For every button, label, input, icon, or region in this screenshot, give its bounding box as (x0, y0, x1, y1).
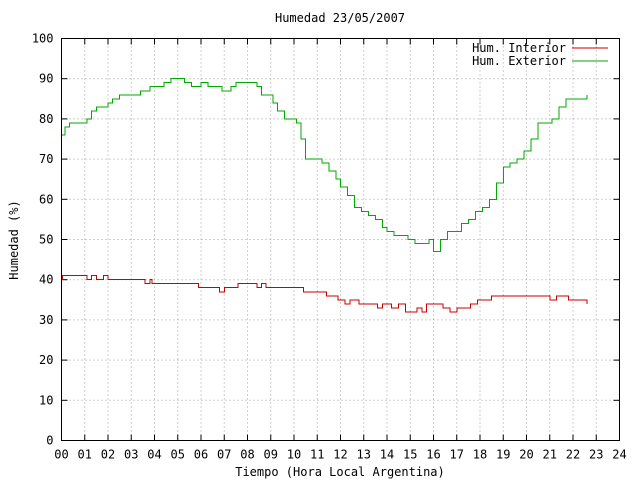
x-tick-label: 23 (589, 448, 603, 462)
x-tick-label: 11 (310, 448, 324, 462)
x-tick-label: 17 (450, 448, 464, 462)
x-tick-label: 03 (124, 448, 138, 462)
series-line-hum-exterior (61, 78, 588, 253)
x-tick-label: 22 (566, 448, 580, 462)
y-tick-label: 10 (39, 393, 53, 407)
plot-frame (61, 38, 620, 441)
x-tick-label: 13 (357, 448, 371, 462)
x-tick-label: 16 (426, 448, 440, 462)
y-tick-labels: 0 10 20 30 40 50 60 70 80 90 100 (32, 32, 54, 448)
x-tick-labels: 00 01 02 03 04 05 06 07 08 09 10 11 12 13 14 15 16 17 18 19… (54, 448, 626, 462)
x-tick-label: 12 (333, 448, 347, 462)
y-tick-label: 60 (39, 192, 53, 206)
x-tick-label: 10 (287, 448, 301, 462)
y-tick-label: 90 (39, 72, 53, 86)
x-tick-label: 05 (171, 448, 185, 462)
x-tick-label: 24 (612, 448, 626, 462)
y-tick-label: 80 (39, 112, 53, 126)
x-tick-label: 08 (240, 448, 254, 462)
x-tick-label: 14 (380, 448, 394, 462)
series-lines (61, 78, 588, 313)
series-line-hum-interior (61, 275, 588, 313)
x-tick-label: 01 (78, 448, 92, 462)
x-axis-title: Tiempo (Hora Local Argentina) (235, 465, 445, 479)
y-tick-label: 40 (39, 273, 53, 287)
x-tick-label: 09 (264, 448, 278, 462)
y-tick-label: 50 (39, 233, 53, 247)
x-tick-label: 15 (403, 448, 417, 462)
x-tick-label: 19 (496, 448, 510, 462)
y-tick-label: 100 (32, 32, 54, 46)
x-tick-label: 00 (54, 448, 68, 462)
x-tick-label: 06 (194, 448, 208, 462)
legend-label-hum-exterior: Hum. Exterior (472, 54, 566, 68)
chart-title: Humedad 23/05/2007 (275, 11, 405, 25)
y-tick-label: 30 (39, 313, 53, 327)
y-axis-title: Humedad (%) (7, 200, 21, 279)
x-tick-label: 07 (217, 448, 231, 462)
x-tick-label: 21 (543, 448, 557, 462)
y-tick-label: 70 (39, 152, 53, 166)
x-tick-label: 20 (519, 448, 533, 462)
x-tick-label: 18 (473, 448, 487, 462)
x-tick-label: 02 (101, 448, 115, 462)
y-tick-label: 0 (46, 434, 53, 448)
x-tick-label: 04 (147, 448, 161, 462)
y-tick-label: 20 (39, 353, 53, 367)
legend-label-hum-interior: Hum. Interior (472, 41, 566, 55)
